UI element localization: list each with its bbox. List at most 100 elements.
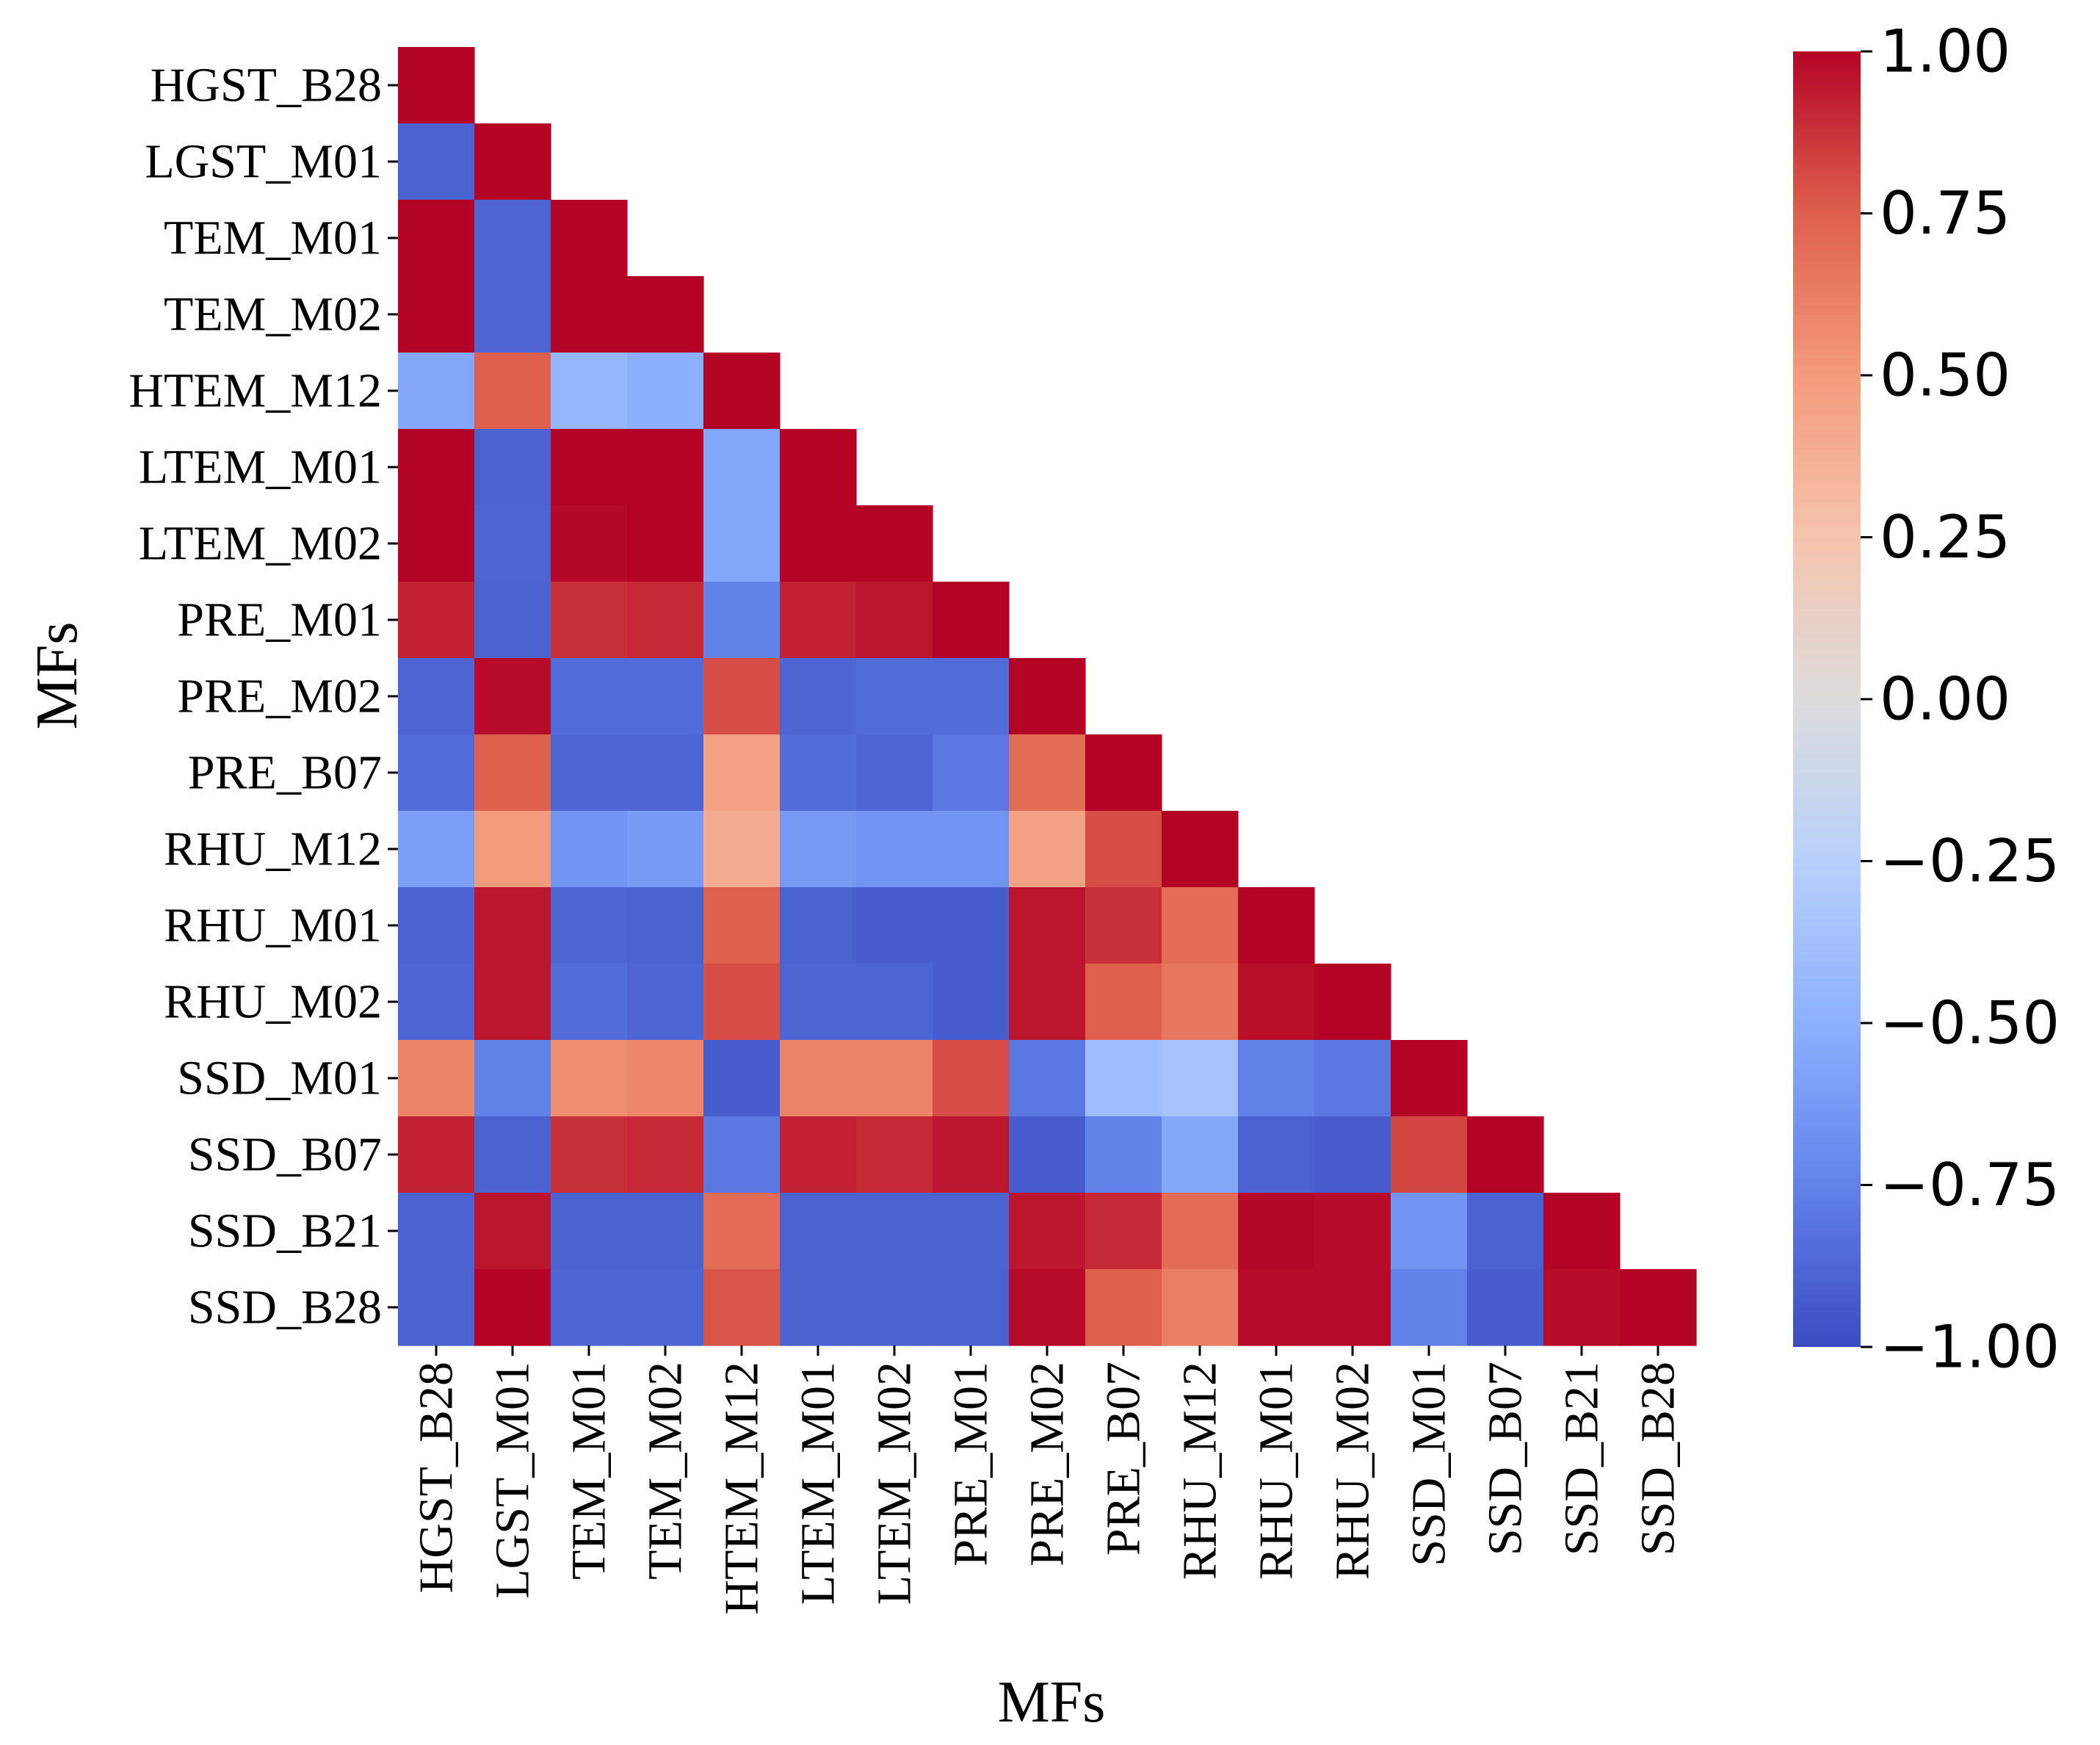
heatmap-cell-ssd-b28-rhu-m01 bbox=[1238, 1269, 1315, 1346]
colorbar-tick-label: −0.25 bbox=[1880, 827, 2060, 895]
x-tick-label-rhu-m12: RHU_M12 bbox=[1173, 1362, 1227, 1580]
heatmap-cell-rhu-m12-htem-m12 bbox=[703, 811, 781, 888]
heatmap-cell-ssd-b21-lgst-m01 bbox=[474, 1193, 551, 1270]
x-tick-label-ssd-m01: SSD_M01 bbox=[1402, 1362, 1456, 1567]
heatmap-cell-lgst-m01-hgst-b28 bbox=[398, 123, 475, 200]
heatmap-cell-rhu-m01-lgst-m01 bbox=[474, 887, 551, 964]
heatmap-cell-rhu-m01-pre-m02 bbox=[1009, 887, 1086, 964]
heatmap-cell-pre-m02-tem-m02 bbox=[627, 658, 704, 735]
heatmap-cell-ltem-m02-ltem-m02 bbox=[856, 505, 933, 582]
heatmap-cells bbox=[398, 47, 1697, 1346]
heatmap-cell-ssd-b28-ssd-b28 bbox=[1620, 1269, 1697, 1346]
heatmap-cell-pre-m01-pre-m01 bbox=[933, 582, 1010, 659]
x-tick-label-ssd-b21: SSD_B21 bbox=[1555, 1362, 1609, 1556]
x-tick-label-rhu-m01: RHU_M01 bbox=[1250, 1362, 1303, 1580]
heatmap-cell-ssd-b28-ssd-m01 bbox=[1391, 1269, 1468, 1346]
heatmap-cell-tem-m02-hgst-b28 bbox=[398, 276, 475, 353]
y-tick-label-ssd-b21: SSD_B21 bbox=[188, 1204, 382, 1258]
heatmap-cell-ssd-b07-htem-m12 bbox=[703, 1116, 781, 1193]
heatmap-cell-tem-m02-lgst-m01 bbox=[474, 276, 551, 353]
heatmap-cell-rhu-m02-rhu-m02 bbox=[1314, 964, 1391, 1041]
heatmap-cell-ssd-b28-hgst-b28 bbox=[398, 1269, 475, 1346]
heatmap-cell-ssd-b07-ssd-m01 bbox=[1391, 1116, 1468, 1193]
colorbar-gradient bbox=[1793, 51, 1861, 1347]
heatmap-cell-ssd-b07-pre-b07 bbox=[1085, 1116, 1162, 1193]
heatmap-cell-rhu-m02-tem-m01 bbox=[551, 964, 628, 1041]
y-axis-title: MFs bbox=[25, 622, 90, 730]
heatmap-cell-rhu-m02-rhu-m01 bbox=[1238, 964, 1315, 1041]
heatmap-cell-pre-b07-pre-m01 bbox=[933, 734, 1010, 812]
heatmap-cell-ssd-b21-ltem-m02 bbox=[856, 1193, 933, 1270]
heatmap-cell-ssd-b28-tem-m02 bbox=[627, 1269, 704, 1346]
heatmap-cell-rhu-m01-tem-m02 bbox=[627, 887, 704, 964]
heatmap-cell-htem-m12-tem-m02 bbox=[627, 353, 704, 430]
heatmap-cell-ltem-m02-ltem-m01 bbox=[780, 505, 857, 582]
heatmap-cell-tem-m02-tem-m02 bbox=[627, 276, 704, 353]
x-tick-label-htem-m12: HTEM_M12 bbox=[715, 1362, 769, 1615]
heatmap-cell-rhu-m01-hgst-b28 bbox=[398, 887, 475, 964]
heatmap-cell-ssd-b21-tem-m02 bbox=[627, 1193, 704, 1270]
colorbar-tick-label: −0.50 bbox=[1880, 989, 2060, 1058]
heatmap-cell-pre-m02-ltem-m01 bbox=[780, 658, 857, 735]
colorbar-tick-label: 0.00 bbox=[1880, 665, 2010, 734]
heatmap-cell-rhu-m02-htem-m12 bbox=[703, 964, 781, 1041]
colorbar-tick-label: 0.75 bbox=[1880, 179, 2010, 248]
heatmap-cell-ssd-m01-htem-m12 bbox=[703, 1040, 781, 1117]
heatmap-cell-rhu-m01-rhu-m12 bbox=[1162, 887, 1239, 964]
heatmap-cell-ltem-m02-htem-m12 bbox=[703, 505, 781, 582]
heatmap-cell-ssd-b07-ssd-b07 bbox=[1467, 1116, 1544, 1193]
heatmap-cell-tem-m01-lgst-m01 bbox=[474, 200, 551, 277]
heatmap-cell-pre-m02-ltem-m02 bbox=[856, 658, 933, 735]
x-tick-label-pre-m01: PRE_M01 bbox=[944, 1362, 998, 1567]
y-tick-label-pre-b07: PRE_B07 bbox=[188, 746, 382, 800]
heatmap-cell-ssd-b21-ssd-m01 bbox=[1391, 1193, 1468, 1270]
y-tick-label-hgst-b28: HGST_B28 bbox=[151, 59, 382, 112]
heatmap-cell-pre-m01-tem-m01 bbox=[551, 582, 628, 659]
heatmap-cell-rhu-m02-pre-m02 bbox=[1009, 964, 1086, 1041]
y-tick-label-ltem-m02: LTEM_M02 bbox=[139, 517, 382, 571]
x-tick-label-lgst-m01: LGST_M01 bbox=[486, 1362, 540, 1599]
heatmap-cell-rhu-m12-tem-m01 bbox=[551, 811, 628, 888]
heatmap-cell-lgst-m01-lgst-m01 bbox=[474, 123, 551, 200]
heatmap-cell-ssd-b28-tem-m01 bbox=[551, 1269, 628, 1346]
heatmap-cell-ssd-b07-tem-m02 bbox=[627, 1116, 704, 1193]
heatmap-cell-ssd-b21-ssd-b07 bbox=[1467, 1193, 1544, 1270]
y-tick-label-tem-m01: TEM_M01 bbox=[164, 212, 382, 265]
heatmap-cell-rhu-m01-tem-m01 bbox=[551, 887, 628, 964]
y-tick-label-htem-m12: HTEM_M12 bbox=[128, 364, 382, 418]
heatmap-cell-rhu-m01-pre-b07 bbox=[1085, 887, 1162, 964]
heatmap-cell-ssd-b07-rhu-m12 bbox=[1162, 1116, 1239, 1193]
heatmap-cell-ssd-m01-hgst-b28 bbox=[398, 1040, 475, 1117]
y-tick-label-ssd-b28: SSD_B28 bbox=[188, 1281, 382, 1334]
x-tick-labels: HGST_B28 LGST_M01 TEM_M01 TEM_M02 HTEM_M12 LT… bbox=[410, 1345, 1685, 1615]
heatmap-cell-ssd-b07-rhu-m01 bbox=[1238, 1116, 1315, 1193]
heatmap-cell-ssd-m01-ssd-m01 bbox=[1391, 1040, 1468, 1117]
heatmap-cell-ssd-b07-pre-m01 bbox=[933, 1116, 1010, 1193]
heatmap-cell-rhu-m02-hgst-b28 bbox=[398, 964, 475, 1041]
heatmap-cell-ltem-m02-hgst-b28 bbox=[398, 505, 475, 582]
heatmap-cell-pre-m01-hgst-b28 bbox=[398, 582, 475, 659]
heatmap-cell-pre-b07-hgst-b28 bbox=[398, 734, 475, 812]
heatmap-cell-ssd-b28-pre-m02 bbox=[1009, 1269, 1086, 1346]
heatmap-cell-rhu-m12-rhu-m12 bbox=[1162, 811, 1239, 888]
heatmap-cell-rhu-m02-lgst-m01 bbox=[474, 964, 551, 1041]
heatmap-cell-pre-m01-htem-m12 bbox=[703, 582, 781, 659]
colorbar-tick-label: −0.75 bbox=[1880, 1151, 2060, 1219]
heatmap-cell-ssd-m01-rhu-m02 bbox=[1314, 1040, 1391, 1117]
heatmap-cell-ssd-m01-ltem-m02 bbox=[856, 1040, 933, 1117]
heatmap-cell-tem-m02-tem-m01 bbox=[551, 276, 628, 353]
y-tick-label-ltem-m01: LTEM_M01 bbox=[139, 441, 382, 494]
heatmap-cell-pre-m02-hgst-b28 bbox=[398, 658, 475, 735]
x-tick-label-pre-m02: PRE_M02 bbox=[1021, 1362, 1074, 1567]
y-tick-label-rhu-m01: RHU_M01 bbox=[164, 899, 382, 953]
y-tick-label-pre-m02: PRE_M02 bbox=[177, 670, 382, 723]
heatmap-cell-pre-m02-pre-m02 bbox=[1009, 658, 1086, 735]
heatmap-cell-ssd-b07-ltem-m01 bbox=[780, 1116, 857, 1193]
heatmap-cell-pre-b07-ltem-m01 bbox=[780, 734, 857, 812]
colorbar-tick-label: 1.00 bbox=[1880, 18, 2010, 86]
x-tick-label-ltem-m02: LTEM_M02 bbox=[868, 1362, 922, 1605]
heatmap-cell-ssd-b21-pre-m01 bbox=[933, 1193, 1010, 1270]
x-tick-label-pre-b07: PRE_B07 bbox=[1097, 1362, 1151, 1556]
x-tick-label-hgst-b28: HGST_B28 bbox=[410, 1362, 463, 1593]
y-tick-label-rhu-m12: RHU_M12 bbox=[164, 823, 382, 876]
